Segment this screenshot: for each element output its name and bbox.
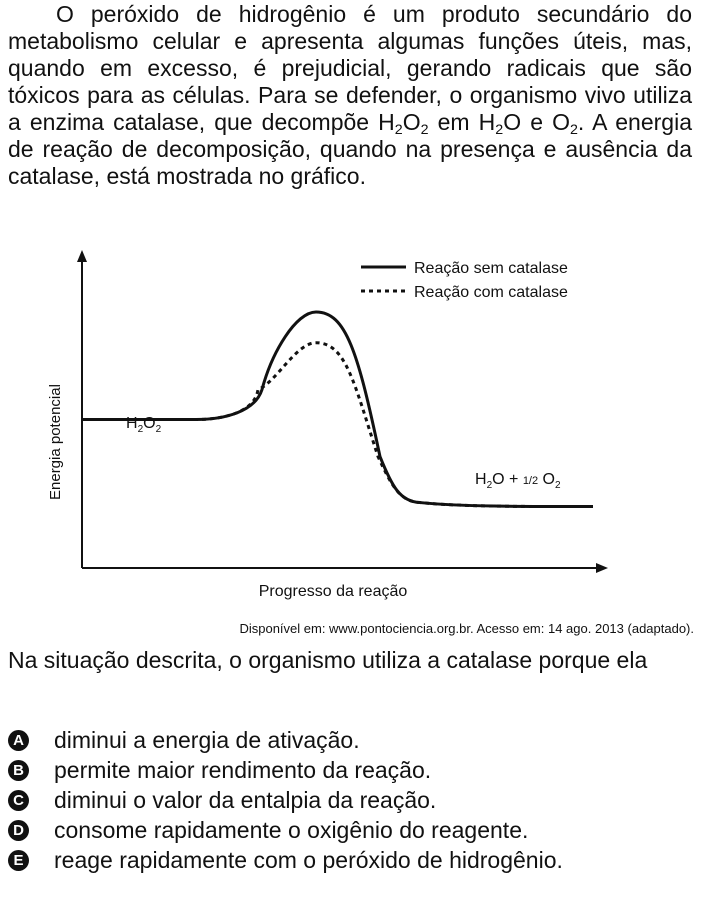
x-axis-label: Progresso da reação [259, 583, 408, 600]
question-text: Na situação descrita, o organismo utiliz… [8, 647, 648, 673]
reactant-label: H2O2 [126, 415, 162, 435]
option-text: consome rapidamente o oxigênio do reagen… [54, 816, 529, 843]
option-badge: C [8, 789, 29, 811]
product-label: H2O + 1/2 O2 [475, 471, 561, 491]
option-badge: B [8, 759, 29, 781]
intro-text-end: . A energia de reação de decomposição, q… [8, 109, 692, 189]
legend-label-sem-catalase: Reação sem catalase [414, 260, 568, 277]
option-badge: D [8, 819, 29, 841]
source-citation: Disponível em: www.pontociencia.org.br. … [239, 621, 694, 636]
intro-connector: em [428, 109, 479, 135]
option-text: permite maior rendimento da reação. [54, 756, 432, 783]
formula-sub: 2 [495, 121, 504, 138]
formula-sub: 2 [420, 121, 429, 138]
y-axis-arrow [77, 250, 87, 262]
formula-h2o2-o: O [402, 109, 421, 135]
option-text: diminui o valor da entalpia da reação. [54, 786, 437, 813]
energy-diagram: Energia potencial Progresso da reação Re… [47, 250, 608, 600]
series-line-sem-catalase [82, 310, 594, 509]
legend: Reação sem catalase Reação com catalase [361, 260, 568, 301]
option-text: reage rapidamente com o peróxido de hidr… [54, 846, 563, 873]
intro-paragraph: O peróxido de hidrogênio é um produto se… [8, 1, 692, 190]
formula-o2-o: O [552, 109, 570, 135]
intro-text: O peróxido de hidrogênio é um produto se… [8, 1, 692, 135]
x-axis-arrow [596, 563, 608, 573]
option-badge: A [8, 729, 29, 751]
formula-sub: 2 [394, 121, 403, 138]
y-axis-label: Energia potencial [47, 384, 64, 500]
formula-h2o2-h: H [378, 109, 395, 135]
formula-sub: 2 [569, 121, 578, 138]
option-badge: E [8, 849, 29, 871]
intro-connector: O e [503, 109, 553, 135]
option-text: diminui a energia de ativação. [54, 726, 360, 753]
formula-h2o-h: H [478, 109, 496, 135]
legend-label-com-catalase: Reação com catalase [414, 284, 568, 301]
